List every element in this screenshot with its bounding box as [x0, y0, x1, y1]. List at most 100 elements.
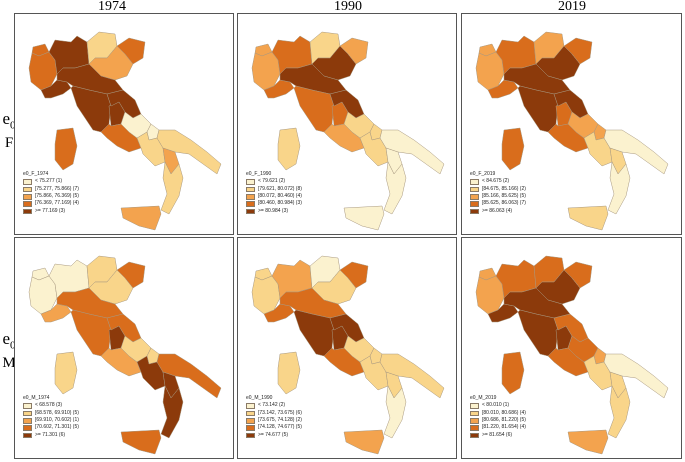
legend-swatch [470, 410, 479, 417]
map-panel-female-2019: e0_F_2019 < 84.675 (2) [84.675, 85.166) … [461, 13, 682, 235]
column-title-2019: 2019 [558, 0, 586, 14]
italy-map [475, 255, 669, 455]
map-panel-female-1990: e0_F_1990 < 79.621 (2) [79.621, 80.072) … [237, 13, 457, 235]
legend-label: >= 71.301 (6) [35, 431, 66, 438]
region-piemonte [251, 51, 281, 91]
italy-map [28, 255, 222, 455]
legend-title: e0_F_1974 [23, 171, 49, 177]
legend-entry: [75.866, 76.369) (5) [23, 193, 79, 200]
legend-swatch [470, 179, 479, 186]
legend-entry: < 68.578 (3) [23, 403, 79, 410]
row-label-sex: F [4, 135, 14, 152]
legend-label: [80.072, 80.460) (4) [258, 193, 302, 200]
legend-entry: [85.166, 85.625) (5) [470, 193, 526, 200]
map-panel-female-1974: e0_F_1974 < 75.277 (1) [75.277, 75.866) … [14, 13, 234, 235]
legend-label: >= 74.677 (5) [258, 431, 289, 438]
map-panel-male-1974: e0_M_1974 < 68.578 (3) [68.578, 69.910) … [14, 237, 234, 459]
region-calabria [160, 385, 184, 439]
legend-swatch [246, 432, 255, 439]
map-legend: e0_F_1990 < 79.621 (2) [79.621, 80.072) … [246, 171, 302, 215]
legend-label: < 79.621 (2) [258, 178, 286, 185]
legend-swatch [246, 208, 255, 215]
legend-entry: >= 80.984 (3) [246, 208, 302, 215]
legend-label: [80.686, 81.220) (5) [482, 417, 526, 424]
italy-map [251, 31, 445, 231]
legend-entry: [79.621, 80.072) (8) [246, 186, 302, 193]
region-sardegna [501, 351, 525, 395]
italy-map [251, 255, 445, 455]
region-friuli [563, 37, 593, 65]
italy-map [475, 31, 669, 231]
legend-label: >= 77.169 (3) [35, 207, 66, 214]
legend-label: [75.277, 75.866) (7) [35, 185, 79, 192]
legend-entry: [80.010, 80.686) (4) [470, 410, 526, 417]
legend-swatch [470, 201, 479, 207]
legend-label: < 75.277 (1) [35, 178, 63, 185]
region-sardegna [277, 127, 301, 171]
map-panel-male-2019: e0_M_2019 < 80.010 (1) [80.010, 80.686) … [461, 237, 682, 459]
region-sicilia [567, 429, 609, 455]
legend-label: [76.369, 77.169) (4) [35, 200, 79, 207]
region-piemonte [475, 275, 505, 315]
legend-label: [85.625, 86.063) (7) [482, 200, 526, 207]
region-piemonte [28, 275, 58, 315]
legend-label: [80.460, 80.984) (3) [258, 200, 302, 207]
region-calabria [383, 385, 407, 439]
legend-swatch [23, 425, 32, 431]
region-sicilia [567, 205, 609, 231]
legend-entry: [84.675, 85.166) (2) [470, 186, 526, 193]
legend-swatch [246, 410, 255, 417]
legend-entry: [73.675, 74.128) (2) [246, 417, 302, 424]
map-legend: e0_F_2019 < 84.675 (2) [84.675, 85.166) … [470, 171, 526, 215]
region-friuli [116, 261, 146, 289]
legend-swatch [246, 179, 255, 186]
legend-entry: [76.369, 77.169) (4) [23, 200, 79, 207]
legend-swatch [23, 432, 32, 439]
legend-swatch [23, 403, 32, 410]
legend-entry: < 73.142 (2) [246, 403, 302, 410]
legend-swatch [23, 418, 32, 424]
legend-entry: [80.460, 80.984) (3) [246, 200, 302, 207]
legend-entry: >= 71.301 (6) [23, 432, 79, 439]
region-friuli [563, 261, 593, 289]
legend-label: >= 80.984 (3) [258, 207, 289, 214]
legend-title: e0_F_1990 [246, 171, 272, 177]
region-calabria [607, 161, 631, 215]
legend-title: e0_M_1974 [23, 395, 50, 401]
legend-swatch [470, 194, 479, 200]
legend-entry: [73.142, 73.675) (6) [246, 410, 302, 417]
region-sardegna [54, 127, 78, 171]
legend-title: e0_M_1990 [246, 395, 273, 401]
legend-label: [80.010, 80.686) (4) [482, 409, 526, 416]
region-friuli [339, 37, 369, 65]
region-sardegna [54, 351, 78, 395]
legend-entry: >= 86.063 (4) [470, 208, 526, 215]
legend-swatch [246, 403, 255, 410]
map-legend: e0_F_1974 < 75.277 (1) [75.277, 75.866) … [23, 171, 79, 215]
legend-entry: < 75.277 (1) [23, 179, 79, 186]
legend-swatch [23, 201, 32, 207]
legend-entry: [85.625, 86.063) (7) [470, 200, 526, 207]
legend-swatch [23, 410, 32, 417]
legend-swatch [23, 186, 32, 193]
region-calabria [607, 385, 631, 439]
map-legend: e0_M_2019 < 80.010 (1) [80.010, 80.686) … [470, 395, 526, 439]
legend-label: [69.910, 70.602) (1) [35, 417, 79, 424]
legend-label: [73.142, 73.675) (6) [258, 409, 302, 416]
row-label-female: e0 F [0, 110, 18, 151]
legend-entry: [69.910, 70.602) (1) [23, 417, 79, 424]
legend-entry: < 80.010 (1) [470, 403, 526, 410]
legend-entry: >= 81.654 (6) [470, 432, 526, 439]
region-calabria [160, 161, 184, 215]
legend-entry: < 84.675 (2) [470, 179, 526, 186]
legend-entry: [80.072, 80.460) (4) [246, 193, 302, 200]
legend-title: e0_F_2019 [470, 171, 496, 177]
region-piemonte [28, 51, 58, 91]
legend-entry: [68.578, 69.910) (5) [23, 410, 79, 417]
region-friuli [339, 261, 369, 289]
legend-label: [74.128, 74.677) (5) [258, 424, 302, 431]
region-piemonte [251, 275, 281, 315]
region-calabria [383, 161, 407, 215]
map-legend: e0_M_1974 < 68.578 (3) [68.578, 69.910) … [23, 395, 79, 439]
region-sardegna [277, 351, 301, 395]
